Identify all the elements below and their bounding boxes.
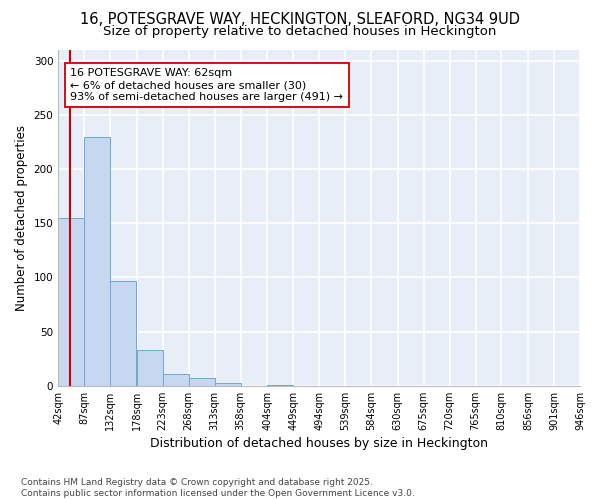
Bar: [163, 374, 188, 386]
Bar: [137, 350, 163, 386]
Y-axis label: Number of detached properties: Number of detached properties: [15, 125, 28, 311]
Text: Contains HM Land Registry data © Crown copyright and database right 2025.
Contai: Contains HM Land Registry data © Crown c…: [21, 478, 415, 498]
Text: 16 POTESGRAVE WAY: 62sqm
← 6% of detached houses are smaller (30)
93% of semi-de: 16 POTESGRAVE WAY: 62sqm ← 6% of detache…: [70, 68, 343, 102]
Text: Size of property relative to detached houses in Heckington: Size of property relative to detached ho…: [103, 25, 497, 38]
Bar: [58, 218, 84, 386]
Bar: [215, 382, 241, 386]
Bar: [188, 378, 215, 386]
X-axis label: Distribution of detached houses by size in Heckington: Distribution of detached houses by size …: [150, 437, 488, 450]
Text: 16, POTESGRAVE WAY, HECKINGTON, SLEAFORD, NG34 9UD: 16, POTESGRAVE WAY, HECKINGTON, SLEAFORD…: [80, 12, 520, 28]
Bar: [110, 280, 136, 386]
Bar: [267, 384, 293, 386]
Bar: [84, 136, 110, 386]
